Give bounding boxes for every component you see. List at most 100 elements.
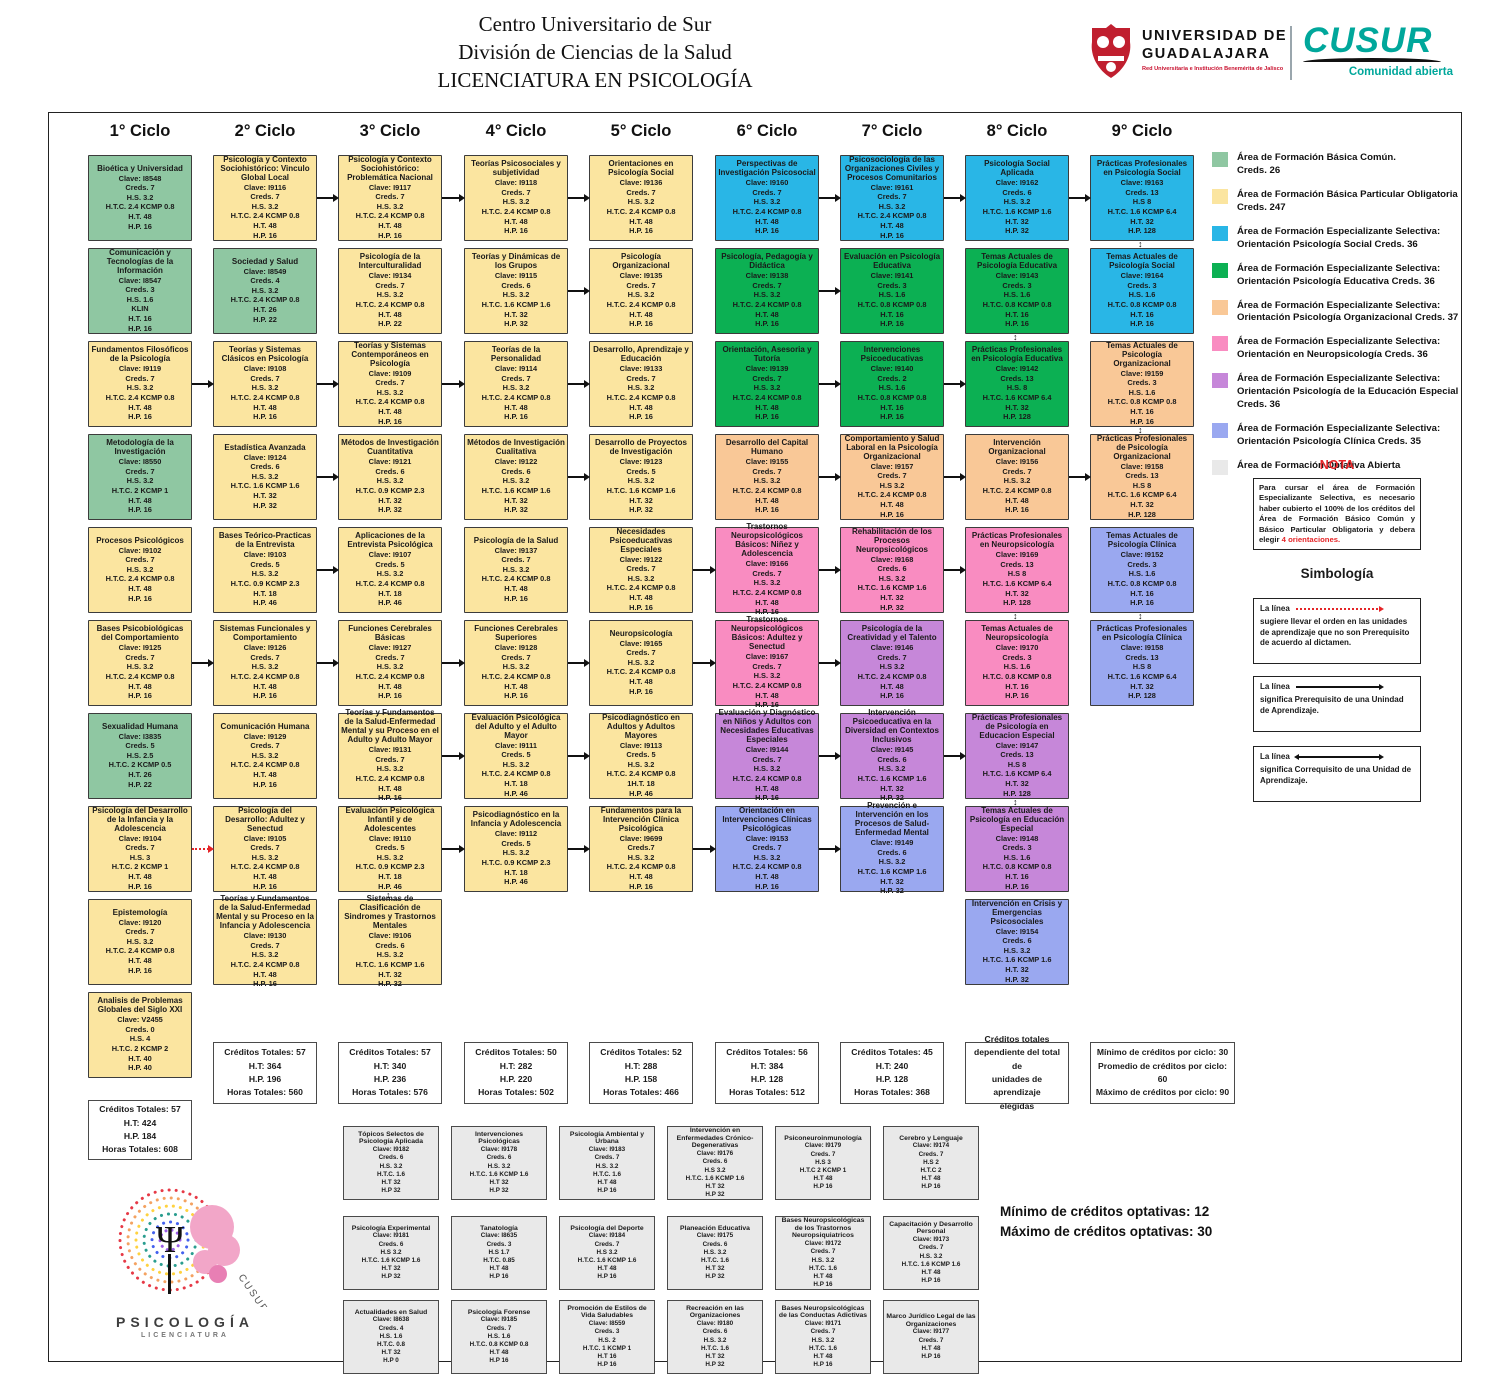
simbologia-text: significa Prerequisito de una Unindad de… [1260,694,1404,715]
totals-box: Créditos Totales: 56 H.T: 384 H.P. 128 Hora… [715,1042,819,1104]
course-box: Necesidades Psicoeducativas Especiales Cl… [589,527,693,613]
course-title: Prácticas Profesionales de Psicología Or… [1096,433,1188,461]
course-title: Orientaciones en Psicología Social [608,159,674,178]
course-detail: H.T.C. 2.4 KCMP 0.8 [105,202,175,212]
optativa-box: Recreación en las Organizaciones Clave: I… [667,1300,763,1374]
optativa-detail: H.T.C. 0.85 [483,1256,515,1264]
simbologia-text: significa Correquisito de una Unidad de … [1260,764,1412,785]
course-detail: Clave: I9135 [619,271,663,281]
course-detail: H.T.C. 1.6 KCMP 1.6 [857,773,927,783]
course-box: Intervenciones Psicoeducativas Clave: I91… [840,341,944,427]
course-detail: H.P. 32 [504,505,528,515]
course-detail: H.T.C. 2.4 KCMP 0.8 [606,583,676,593]
course-detail: Clave: I9157 [870,461,914,471]
course-detail: Clave: I9161 [870,182,914,192]
optativa-detail: Creds. 6 [702,1158,728,1166]
course-detail: Clave: I9128 [494,643,538,653]
optativa-detail: Creds. 7 [810,1150,836,1158]
nota-title: NOTA [1319,458,1355,472]
course-detail: H.T. 48 [504,216,528,226]
course-detail: H.T. 48 [128,584,152,594]
course-detail: H.T. 16 [1130,588,1154,598]
course-detail: Creds. 7 [375,280,405,290]
title-line-3: LICENCIATURA EN PSICOLOGÍA [437,68,753,92]
course-detail: H.S. 4 [129,1034,151,1044]
course-detail: H.T.C. 1.6 KCMP 1.6 [355,959,425,969]
course-detail: H.T.C. 0.9 KCMP 2.3 [355,485,425,495]
optativa-detail: H.T 32 [381,1349,401,1357]
optativa-detail: H.T 48 [921,1344,941,1352]
course-detail: H.T. 48 [755,690,779,700]
course-detail: Creds. 3 [1127,280,1157,290]
udg-subtitle: Red Universitaria e Institución Beneméri… [1142,66,1284,72]
course-title: Desarrollo, Aprendizaje y Educación [593,345,689,364]
course-detail: H.T.C. 2.4 KCMP 0.8 [857,671,927,681]
course-detail: Clave: I9168 [870,554,914,564]
optativas-credit-note: Mínimo de créditos optativas: 12 Máximo … [1000,1202,1240,1243]
course-detail: H.S. 3.2 [502,197,530,207]
course-detail: Creds. 7 [877,471,907,481]
course-title: Bases Psicobiológicas del Comportamiento [96,624,184,643]
optativa-title: Psicología Experimental [351,1224,431,1232]
course-detail: Creds. 13 [1000,559,1034,569]
course-box: Trastornos Neuropsicológicos Básicos: Ad… [715,615,819,709]
prerequisite-arrow [693,845,716,853]
course-detail: Clave: I9115 [494,271,538,281]
course-detail: H.P. 16 [504,412,528,422]
totals-line: Horas Totales: 512 [729,1087,805,1098]
totals-line: H.T: 240 [875,1060,909,1071]
course-detail: KLIN [131,304,149,314]
course-detail: H.T.C. 2.4 KCMP 0.8 [105,574,175,584]
course-box: Bases Teórico-Practicas de la Entrevista… [213,527,317,613]
course-title: Evaluación Psicológica del Adulto y el A… [471,712,561,740]
course-detail: Creds. 7 [250,192,280,202]
course-box: Sistemas Funcionales y Comportamiento Cla… [213,620,317,706]
optativa-detail: H.T.C. 1.6 [701,1256,729,1264]
course-detail: Clave: I9160 [745,178,789,188]
course-detail: Creds. 7 [626,373,656,383]
course-detail: H.S. 3.2 [251,201,279,211]
course-detail: H.T.C. 2.4 KCMP 0.8 [606,299,676,309]
course-detail: H.S 3.2 [879,480,905,490]
course-detail: H.P. 32 [880,793,904,803]
course-detail: H.S. 3.2 [753,578,781,588]
totals-line: H.T: 424 [123,1117,157,1128]
course-detail: H.S. 3.2 [753,671,781,681]
course-box: Desarrollo de Proyectos de Investigación… [589,434,693,520]
optativa-detail: Creds. 7 [594,1154,620,1162]
course-detail: Clave: I9165 [619,638,663,648]
course-box: Prácticas Profesionales en Psicología Cl… [1090,620,1194,706]
course-detail: Creds. 5 [626,750,656,760]
totals-line: Créditos Totales: 50 [475,1047,557,1058]
course-box: Fundamentos para la Intervención Clínica… [589,806,693,892]
course-detail: H.T.C. 0.8 KCMP 0.8 [857,392,927,402]
prerequisite-arrow [568,194,590,202]
course-detail: H.P. 16 [128,323,152,333]
course-detail: H.S. 1.6 [126,294,154,304]
course-detail: H.S. 1.6 [1128,569,1156,579]
course-detail: H.S. 2.5 [126,750,154,760]
simbologia-item: La línea significa Prerequisito de una Un… [1253,676,1421,732]
course-detail: Creds. 6 [375,940,405,950]
course-detail: H.T.C. 1.6 KCMP 1.6 [982,206,1052,216]
course-detail: Clave: I9130 [243,931,287,941]
course-title: Psicología del Desarrollo de la Infancia… [92,805,188,833]
prerequisite-arrow [568,752,590,760]
course-detail: H.S. 3.2 [502,848,530,858]
course-detail: H.T. 18 [504,867,528,877]
course-title: Metodología de la Investigación [106,438,174,457]
course-title: Perspectivas de Investigación Psicosocia… [718,159,816,178]
udg-name-line2: GUADALAJARA [1142,46,1271,62]
course-detail: Creds. 5 [125,741,155,751]
optativa-detail: H.P 32 [705,1273,725,1281]
course-detail: Clave: I9148 [995,833,1039,843]
psicologia-label: PSICOLOGÍA [116,1314,254,1330]
course-detail: H.S. 3.2 [502,290,530,300]
totals-line: unidades de aprendizaje [991,1074,1043,1098]
legend-label: Área de Formación Especializante Selecti… [1237,336,1441,361]
course-detail: H.P. 16 [880,509,904,519]
course-detail: H.T. 16 [880,402,904,412]
course-detail: H.T. 48 [880,500,904,510]
course-detail: H.S. 3.2 [126,476,154,486]
course-detail: Creds. 13 [1125,652,1159,662]
